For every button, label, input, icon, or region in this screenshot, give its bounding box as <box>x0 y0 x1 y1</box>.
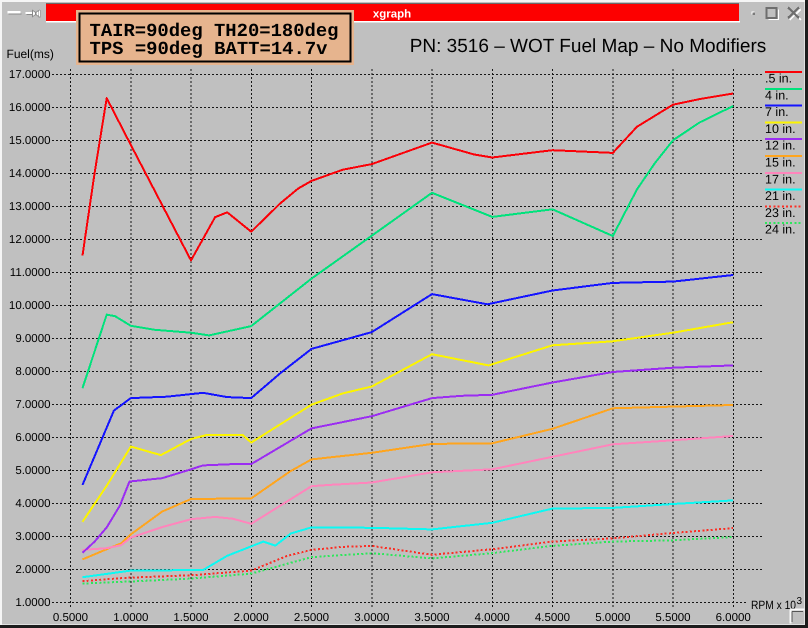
svg-text:2.0000: 2.0000 <box>15 564 50 576</box>
svg-text:15 in.: 15 in. <box>765 156 796 170</box>
svg-text:24 in.: 24 in. <box>765 223 796 237</box>
svg-text:7 in.: 7 in. <box>765 105 789 119</box>
svg-text:Fuel(ms): Fuel(ms) <box>7 47 54 61</box>
svg-text:1.0000: 1.0000 <box>15 597 50 609</box>
svg-text:21 in.: 21 in. <box>765 189 796 203</box>
svg-text:2.0000: 2.0000 <box>234 612 269 624</box>
svg-text:10 in.: 10 in. <box>765 122 796 136</box>
svg-text:10.0000: 10.0000 <box>9 300 51 312</box>
svg-text:16.0000: 16.0000 <box>9 102 51 114</box>
svg-text:17.0000: 17.0000 <box>9 69 51 81</box>
svg-text:12.0000: 12.0000 <box>9 234 51 246</box>
svg-text:13.0000: 13.0000 <box>9 201 51 213</box>
svg-text:9.0000: 9.0000 <box>15 333 50 345</box>
svg-text:4.0000: 4.0000 <box>15 498 50 510</box>
svg-text:3.5000: 3.5000 <box>414 612 449 624</box>
svg-text:6.0000: 6.0000 <box>15 432 50 444</box>
svg-text:.5 in.: .5 in. <box>765 72 792 86</box>
svg-text:3: 3 <box>797 596 803 607</box>
svg-text:4.5000: 4.5000 <box>535 612 570 624</box>
svg-text:RPM x 10: RPM x 10 <box>751 598 796 612</box>
svg-text:0.5000: 0.5000 <box>53 612 88 624</box>
svg-text:12 in.: 12 in. <box>765 139 796 153</box>
svg-text:15.0000: 15.0000 <box>9 135 51 147</box>
svg-text:2.5000: 2.5000 <box>294 612 329 624</box>
svg-text:PN: 3516 – WOT Fuel Map – No M: PN: 3516 – WOT Fuel Map – No Modifiers <box>410 36 767 57</box>
svg-text:8.0000: 8.0000 <box>15 366 50 378</box>
svg-text:4 in.: 4 in. <box>765 88 789 102</box>
svg-text:7.0000: 7.0000 <box>15 399 50 411</box>
svg-text:6.0000: 6.0000 <box>716 612 751 624</box>
svg-text:11.0000: 11.0000 <box>10 267 51 279</box>
svg-text:17 in.: 17 in. <box>765 172 796 186</box>
svg-text:1.5000: 1.5000 <box>173 612 208 624</box>
svg-text:TPS =90deg BATT=14.7v: TPS =90deg BATT=14.7v <box>90 39 328 60</box>
svg-text:14.0000: 14.0000 <box>9 168 51 180</box>
svg-text:3.0000: 3.0000 <box>15 531 50 543</box>
svg-text:5.0000: 5.0000 <box>595 612 630 624</box>
svg-text:xgraph: xgraph <box>373 8 411 20</box>
svg-text:23 in.: 23 in. <box>765 206 796 220</box>
svg-text:4.0000: 4.0000 <box>475 612 510 624</box>
svg-text:5.0000: 5.0000 <box>15 465 50 477</box>
svg-text:TAIR=90deg TH20=180deg: TAIR=90deg TH20=180deg <box>90 21 339 42</box>
svg-text:3.0000: 3.0000 <box>354 612 389 624</box>
svg-text:1.0000: 1.0000 <box>113 612 148 624</box>
svg-text:5.5000: 5.5000 <box>655 612 690 624</box>
